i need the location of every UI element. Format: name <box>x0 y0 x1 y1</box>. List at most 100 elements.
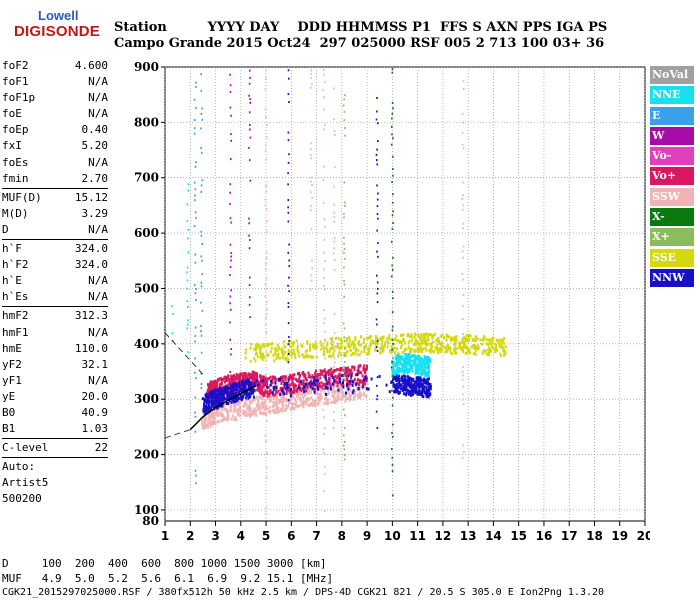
echo-point <box>202 416 205 420</box>
echo-point <box>229 387 232 391</box>
echo-point <box>270 346 273 350</box>
echo-point <box>248 146 250 149</box>
echo-point <box>431 336 434 340</box>
echo-point <box>424 371 427 375</box>
echo-point <box>229 243 232 246</box>
echo-point <box>314 343 317 347</box>
echo-point <box>418 386 421 390</box>
echo-point <box>324 338 327 342</box>
echo-point <box>428 358 431 362</box>
echo-point <box>310 73 312 76</box>
echo-point <box>310 396 313 400</box>
echo-point <box>304 350 307 354</box>
param-label: B0 <box>2 405 16 419</box>
echo-point <box>232 402 235 406</box>
echo-point <box>359 395 362 399</box>
echo-point <box>297 351 300 355</box>
echo-point <box>351 365 354 369</box>
echo-point <box>245 383 248 387</box>
echo-point <box>382 346 385 350</box>
echo-point <box>502 349 505 353</box>
echo-point <box>365 379 368 383</box>
echo-point <box>334 166 336 169</box>
echo-point <box>390 143 393 146</box>
echo-point <box>333 357 336 360</box>
echo-point <box>459 345 462 349</box>
echo-point <box>194 340 196 343</box>
echo-point <box>322 408 325 411</box>
echo-point <box>310 204 312 207</box>
echo-point <box>375 153 378 156</box>
echo-point <box>451 338 454 342</box>
echo-point <box>194 326 197 329</box>
echo-point <box>230 400 233 404</box>
echo-point <box>332 369 335 373</box>
echo-point <box>227 410 230 414</box>
echo-point <box>397 376 400 380</box>
echo-point <box>230 114 232 117</box>
echo-point <box>230 289 233 292</box>
echo-point <box>265 124 268 127</box>
echo-point <box>333 220 336 223</box>
echo-point <box>200 190 203 193</box>
echo-point <box>415 365 418 369</box>
echo-point <box>264 88 267 91</box>
echo-point <box>311 344 314 348</box>
echo-point <box>214 385 217 389</box>
echo-point <box>329 347 332 351</box>
echo-point <box>326 392 329 396</box>
echo-point <box>322 448 325 451</box>
echo-point <box>289 397 292 401</box>
echo-point <box>186 327 188 330</box>
echo-point <box>418 356 421 360</box>
echo-point <box>361 387 364 391</box>
echo-point <box>392 356 395 360</box>
echo-point <box>277 352 280 356</box>
echo-point <box>214 383 217 387</box>
echo-point <box>280 409 283 413</box>
echo-point <box>235 388 238 392</box>
echo-point <box>276 353 279 357</box>
echo-point <box>391 101 394 104</box>
echo-point <box>314 373 317 377</box>
echo-point <box>399 333 402 337</box>
echo-point <box>274 381 277 385</box>
echo-point <box>301 389 304 393</box>
echo-point <box>333 312 336 315</box>
echo-point <box>348 379 351 383</box>
echo-point <box>255 379 258 383</box>
echo-point <box>193 119 196 122</box>
echo-point <box>416 392 419 396</box>
echo-point <box>273 397 276 401</box>
echo-point <box>395 387 398 391</box>
echo-point <box>455 351 458 355</box>
echo-point <box>358 364 361 368</box>
echo-point <box>275 410 278 414</box>
echo-point <box>467 333 470 337</box>
echo-point <box>333 87 335 90</box>
echo-point <box>256 380 259 384</box>
echo-point <box>400 383 403 387</box>
echo-point <box>420 382 423 386</box>
echo-point <box>342 104 345 107</box>
echo-point <box>229 203 231 206</box>
echo-point <box>239 374 242 378</box>
echo-point <box>462 79 465 82</box>
echo-point <box>391 228 394 231</box>
echo-point <box>287 305 290 308</box>
echo-point <box>318 399 321 403</box>
echo-point <box>392 362 395 366</box>
echo-point <box>464 340 467 344</box>
param-row: D N/A <box>2 222 108 238</box>
echo-point <box>429 387 432 391</box>
echo-point <box>483 335 486 339</box>
echo-point <box>437 351 440 355</box>
echo-point <box>418 364 421 368</box>
echo-point <box>336 367 339 371</box>
echo-point <box>329 348 332 352</box>
echo-point <box>287 343 290 346</box>
echo-point <box>265 440 267 443</box>
echo-point <box>229 106 232 109</box>
echo-point <box>418 335 421 339</box>
echo-point <box>275 391 278 395</box>
